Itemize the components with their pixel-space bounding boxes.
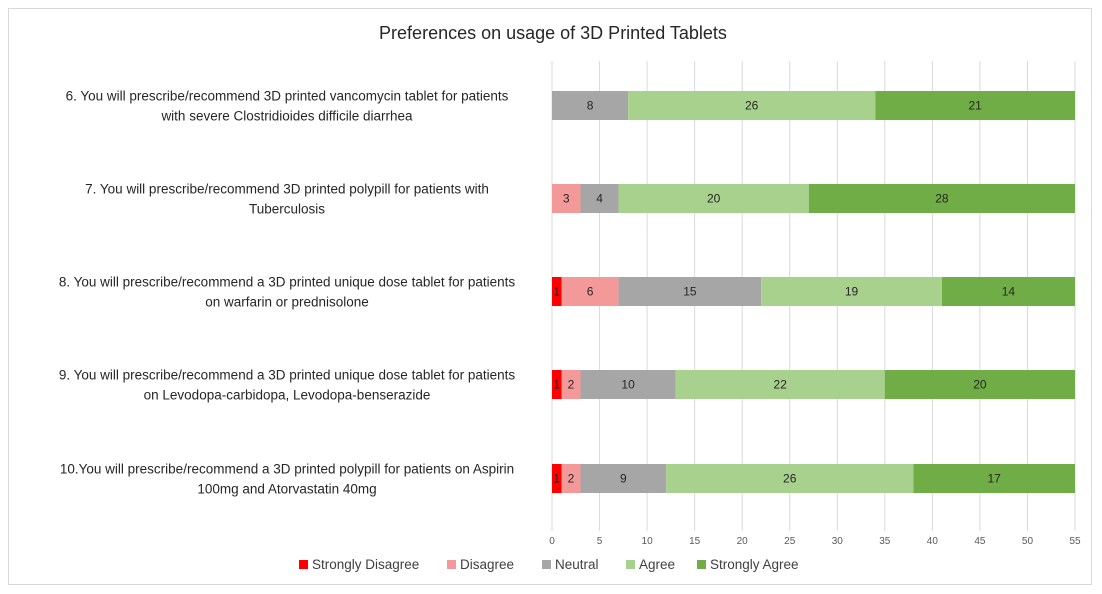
bar-segment-strongly-agree [875,91,1075,120]
bar-segment-neutral [580,370,676,399]
bar-segment-neutral [580,184,619,213]
bar-value-label: 14 [1002,285,1016,299]
legend-swatch [299,560,308,569]
legend-label: Neutral [555,557,599,572]
category-label: on warfarin or prednisolone [205,295,369,310]
category-label: 9. You will prescribe/recommend a 3D pri… [59,368,516,383]
chart-frame: Preferences on usage of 3D Printed Table… [8,8,1092,585]
bar-value-label: 2 [568,472,575,486]
legend-label: Agree [639,557,675,572]
x-tick-label: 55 [1069,536,1081,547]
bar-value-label: 26 [783,472,797,486]
chart-svg: Preferences on usage of 3D Printed Table… [59,23,1081,572]
bar-value-label: 9 [620,472,627,486]
bar-segment-agree [628,91,876,120]
x-tick-label: 35 [879,536,891,547]
category-labels: 6. You will prescribe/recommend 3D print… [59,89,516,497]
bar-value-label: 4 [596,192,603,206]
legend-label: Strongly Agree [710,557,799,572]
bar-value-label: 19 [845,285,859,299]
x-tick-label: 0 [549,536,555,547]
category-label: on Levodopa-carbidopa, Levodopa-benseraz… [144,388,431,403]
x-tick-label: 45 [974,536,986,547]
bar-segment-agree [761,277,942,306]
bar-segment-neutral [580,464,667,493]
bar-segment-strongly-agree [884,370,1075,399]
bar-value-label: 15 [683,285,697,299]
bar-segment-agree [618,184,809,213]
bar-value-label: 20 [707,192,721,206]
bar-value-label: 1 [553,378,560,392]
legend-label: Strongly Disagree [312,557,419,572]
legend-swatch [697,560,706,569]
bar-segment-neutral [618,277,762,306]
category-label: Tuberculosis [249,202,325,217]
bar-value-label: 28 [935,192,949,206]
bar-value-label: 2 [568,378,575,392]
legend-swatch [447,560,456,569]
x-tick-label: 10 [642,536,654,547]
legend-swatch [626,560,635,569]
bar-segment-disagree [561,370,581,399]
bar-value-label: 6 [587,285,594,299]
bar-value-label: 26 [745,99,759,113]
bars: 8 26 213 4 20 281 6 15 19 141 2 10 22 201 2 9 26 17 [552,91,1075,493]
bar-value-label: 1 [553,285,560,299]
x-tick-label: 25 [784,536,796,547]
category-label: 7. You will prescribe/recommend 3D print… [85,182,489,197]
bar-segment-disagree [561,277,619,306]
bar-value-label: 1 [553,472,560,486]
category-label: with severe Clostridioides difficile dia… [160,109,413,124]
legend-label: Disagree [460,557,514,572]
bar-segment-disagree [552,184,581,213]
bar-segment-agree [675,370,885,399]
bar-segment-strongly-disagree [552,464,562,493]
bar-segment-strongly-agree [808,184,1075,213]
x-tick-label: 15 [689,536,701,547]
bar-value-label: 20 [973,378,987,392]
bar-value-label: 3 [563,192,570,206]
bar-value-label: 10 [621,378,635,392]
x-axis-ticks: 0 5 10 15 20 25 30 35 40 45 50 55 [549,536,1081,547]
bar-value-label: 8 [587,99,594,113]
category-label: 6. You will prescribe/recommend 3D print… [66,89,509,104]
bar-segment-disagree [561,464,581,493]
x-tick-label: 40 [927,536,939,547]
legend: Strongly Disagree Disagree Neutral Agree Str… [299,557,799,572]
category-label: 10.You will prescribe/recommend a 3D pri… [60,462,514,477]
bar-segment-agree [666,464,914,493]
category-label: 100mg and Atorvastatin 40mg [197,482,376,497]
bar-value-label: 22 [774,378,788,392]
x-tick-label: 30 [832,536,844,547]
category-label: 8. You will prescribe/recommend a 3D pri… [59,275,516,290]
legend-swatch [542,560,551,569]
bar-segment-strongly-disagree [552,370,562,399]
bar-segment-strongly-disagree [552,277,562,306]
x-tick-label: 50 [1022,536,1034,547]
bar-value-label: 17 [987,472,1001,486]
x-tick-label: 5 [597,536,603,547]
bar-segment-neutral [552,91,629,120]
bar-value-label: 21 [968,99,982,113]
chart-title: Preferences on usage of 3D Printed Table… [379,23,727,43]
bar-segment-strongly-agree [941,277,1075,306]
x-tick-label: 20 [737,536,749,547]
bar-segment-strongly-agree [913,464,1075,493]
